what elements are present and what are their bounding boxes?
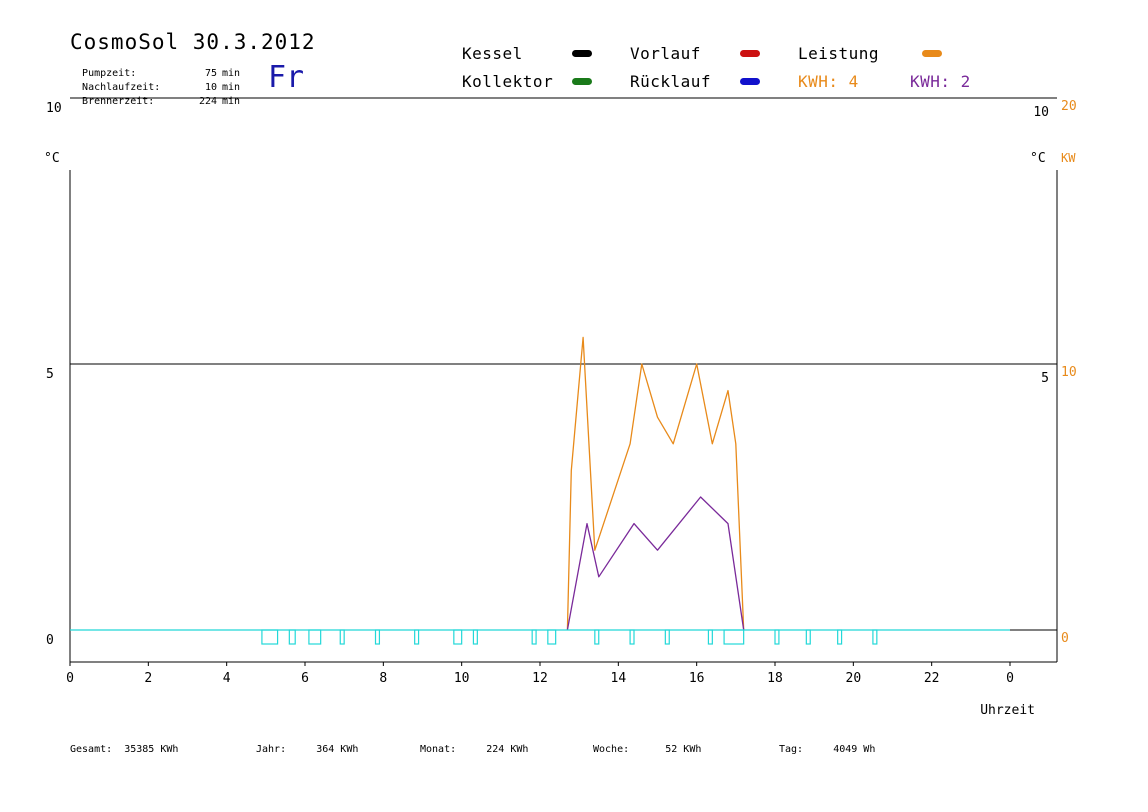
pump-on-interval xyxy=(531,629,537,645)
right-unit-kw-label: KW xyxy=(1061,151,1076,165)
x-tick-label: 0 xyxy=(66,671,74,686)
footer-label: Tag: xyxy=(779,744,804,755)
footer-woche: Woche: 52 KWh xyxy=(593,744,701,755)
info-value: 75 xyxy=(204,68,217,79)
pump-intervals xyxy=(70,629,1010,645)
info-label: Nachlaufzeit: xyxy=(82,82,161,93)
footer-tag: Tag: 4049 Wh xyxy=(779,744,875,755)
footer-value: 52 KWh xyxy=(665,744,702,755)
info-unit: min xyxy=(222,96,241,107)
pump-on-interval xyxy=(723,629,745,645)
pump-on-interval xyxy=(707,629,713,645)
pump-on-interval xyxy=(374,629,381,645)
left-unit-label: °C xyxy=(44,151,60,166)
y2-c-tick-label: 5 xyxy=(1041,371,1049,386)
footer-label: Gesamt: xyxy=(70,744,113,755)
info-nachlaufzeit: Nachlaufzeit: 10 min xyxy=(70,71,240,93)
legend-kwh-2: KWH: 2 xyxy=(910,72,971,91)
pump-on-interval xyxy=(339,629,345,645)
pump-on-interval xyxy=(453,629,463,645)
y-tick-label: 0 xyxy=(46,633,54,648)
x-tick-label: 18 xyxy=(767,671,783,686)
chart-title: CosmoSol 30.3.2012 xyxy=(70,30,316,54)
info-value: 10 xyxy=(204,82,217,93)
legend-kollektor-label: Kollektor xyxy=(462,72,554,91)
x-axis-label: Uhrzeit xyxy=(980,703,1035,718)
pump-on-interval xyxy=(288,629,296,645)
footer-label: Jahr: xyxy=(256,744,287,755)
pump-on-interval xyxy=(805,629,811,645)
legend-kwh-1: KWH: 4 xyxy=(798,72,859,91)
pump-on-interval xyxy=(308,629,322,645)
legend-kessel-label: Kessel xyxy=(462,44,523,63)
info-label: Brennerzeit: xyxy=(82,96,155,107)
footer-value: 224 KWh xyxy=(486,744,529,755)
legend-leistung-swatch xyxy=(922,50,942,57)
y-tick-label: 5 xyxy=(46,367,54,382)
footer-label: Monat: xyxy=(420,744,457,755)
legend-vorlauf-label: Vorlauf xyxy=(630,44,701,63)
footer-label: Woche: xyxy=(593,744,630,755)
y2-kw-tick-label: 10 xyxy=(1061,365,1077,380)
y2-kw-tick-label: 20 xyxy=(1061,99,1077,114)
info-brennerzeit: Brennerzeit: 224 min xyxy=(70,85,240,107)
right-unit-c-label: °C xyxy=(1030,151,1046,166)
pump-on-interval xyxy=(664,629,670,645)
pump-on-interval xyxy=(547,629,557,645)
pump-on-interval xyxy=(472,629,478,645)
footer-value: 364 KWh xyxy=(316,744,359,755)
legend-kessel-swatch xyxy=(572,50,592,57)
y2-c-tick-label: 10 xyxy=(1033,105,1049,120)
footer-value: 35385 KWh xyxy=(124,744,179,755)
x-tick-label: 12 xyxy=(532,671,548,686)
y2-kw-tick-label: 0 xyxy=(1061,631,1069,646)
pump-on-interval xyxy=(629,629,635,645)
footer-monat: Monat: 224 KWh xyxy=(420,744,528,755)
info-pumpzeit: Pumpzeit: 75 min xyxy=(70,57,240,79)
pump-on-interval xyxy=(774,629,780,645)
legend-ruecklauf-swatch xyxy=(740,78,760,85)
info-unit: min xyxy=(222,68,241,79)
x-tick-label: 20 xyxy=(846,671,862,686)
info-value: 224 xyxy=(198,96,217,107)
pump-on-interval xyxy=(837,629,843,645)
weekday-label: Fr xyxy=(268,60,305,95)
pump-on-interval xyxy=(261,629,279,645)
legend-kollektor-swatch xyxy=(572,78,592,85)
x-tick-label: 0 xyxy=(1006,671,1014,686)
x-tick-label: 16 xyxy=(689,671,705,686)
x-tick-label: 22 xyxy=(924,671,940,686)
legend-ruecklauf-label: Rücklauf xyxy=(630,72,712,91)
pump-on-interval xyxy=(414,629,420,645)
chart-labels: °C°CKW4035302520151050403530252015105807… xyxy=(44,99,1077,718)
pump-on-interval xyxy=(872,629,878,645)
x-tick-label: 8 xyxy=(379,671,387,686)
pump-on-interval xyxy=(594,629,600,645)
series-line-leistung xyxy=(566,336,745,631)
x-tick-label: 4 xyxy=(223,671,231,686)
series-line-kwh-2 xyxy=(566,496,745,631)
chart-series xyxy=(566,336,745,631)
info-label: Pumpzeit: xyxy=(82,68,137,79)
footer-gesamt: Gesamt: 35385 KWh xyxy=(70,744,178,755)
x-tick-label: 14 xyxy=(611,671,627,686)
x-tick-label: 6 xyxy=(301,671,309,686)
footer-jahr: Jahr: 364 KWh xyxy=(256,744,358,755)
x-tick-label: 2 xyxy=(144,671,152,686)
chart-grid xyxy=(69,97,1058,666)
y-tick-label: 10 xyxy=(46,101,62,116)
x-tick-label: 10 xyxy=(454,671,470,686)
footer-value: 4049 Wh xyxy=(833,744,876,755)
info-unit: min xyxy=(222,82,241,93)
legend-leistung-label: Leistung xyxy=(798,44,880,63)
legend-vorlauf-swatch xyxy=(740,50,760,57)
